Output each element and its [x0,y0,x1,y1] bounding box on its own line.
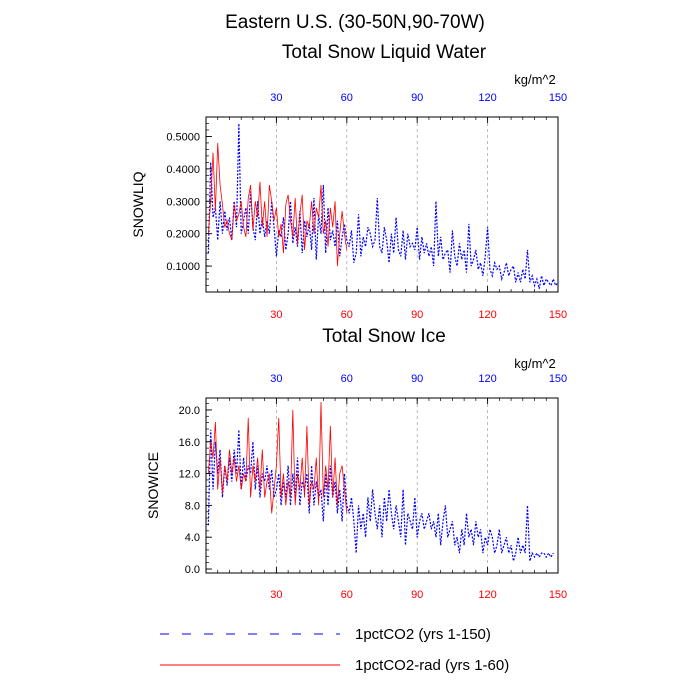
x-tick-label-bottom: 60 [341,589,353,601]
y-axis-label: SNOWICE [145,452,161,519]
x-tick-label-bottom: 90 [411,589,423,601]
series-line-1pctco2 [207,123,559,289]
y-tick-label: 0.5000 [166,131,200,143]
legend-label: 1pctCO2 (yrs 1-150) [355,626,491,643]
y-tick-label: 12.0 [179,469,200,481]
y-tick-label: 8.0 [185,500,200,512]
legend: 1pctCO2 (yrs 1-150) 1pctCO2-rad (yrs 1-60… [160,626,509,674]
series-line-1pctco2 [207,429,554,562]
panel-title: Total Snow Liquid Water [282,42,487,63]
x-tick-label-bottom: 120 [478,589,496,601]
y-tick-label: 20.0 [179,405,200,417]
x-tick-label-top: 60 [341,92,353,104]
y-tick-label: 0.1000 [166,261,200,273]
y-tick-label: 0.0 [185,564,200,576]
x-tick-label-bottom: 30 [270,309,282,321]
x-tick-label-bottom: 90 [411,309,423,321]
units-label: kg/m^2 [514,356,556,371]
y-tick-label: 0.2000 [166,229,200,241]
x-tick-label-bottom: 150 [549,309,567,321]
y-tick-label: 16.0 [179,437,200,449]
x-tick-label-top: 150 [549,373,567,385]
series-line-1pctco2-rad [207,401,348,514]
x-tick-label-top: 30 [270,373,282,385]
series-line-1pctco2-rad [207,142,348,267]
x-tick-label-top: 60 [341,373,353,385]
x-tick-label-top: 90 [411,373,423,385]
x-tick-label-top: 120 [478,373,496,385]
panel-snowice: Total Snow Ice kg/m^2 30 30 60 60 90 90 120 120 15… [145,326,567,601]
x-tick-label-bottom: 120 [478,309,496,321]
y-tick-label: 0.3000 [166,196,200,208]
x-tick-label-top: 120 [478,92,496,104]
x-tick-label-top: 30 [270,92,282,104]
x-tick-label-top: 150 [549,92,567,104]
y-tick-label: 4.0 [185,532,200,544]
y-tick-label: 0.4000 [166,164,200,176]
x-tick-label-bottom: 150 [549,589,567,601]
x-tick-label-bottom: 60 [341,309,353,321]
panel-snowliq: Total Snow Liquid Water kg/m^2 30 30 60 60 90 9… [130,42,567,321]
figure-title: Eastern U.S. (30-50N,90-70W) [225,12,485,33]
y-axis-label: SNOWLIQ [130,171,146,237]
legend-label: 1pctCO2-rad (yrs 1-60) [355,657,509,674]
x-tick-label-top: 90 [411,92,423,104]
units-label: kg/m^2 [514,72,556,87]
x-tick-label-bottom: 30 [270,589,282,601]
panel-title: Total Snow Ice [322,326,446,347]
